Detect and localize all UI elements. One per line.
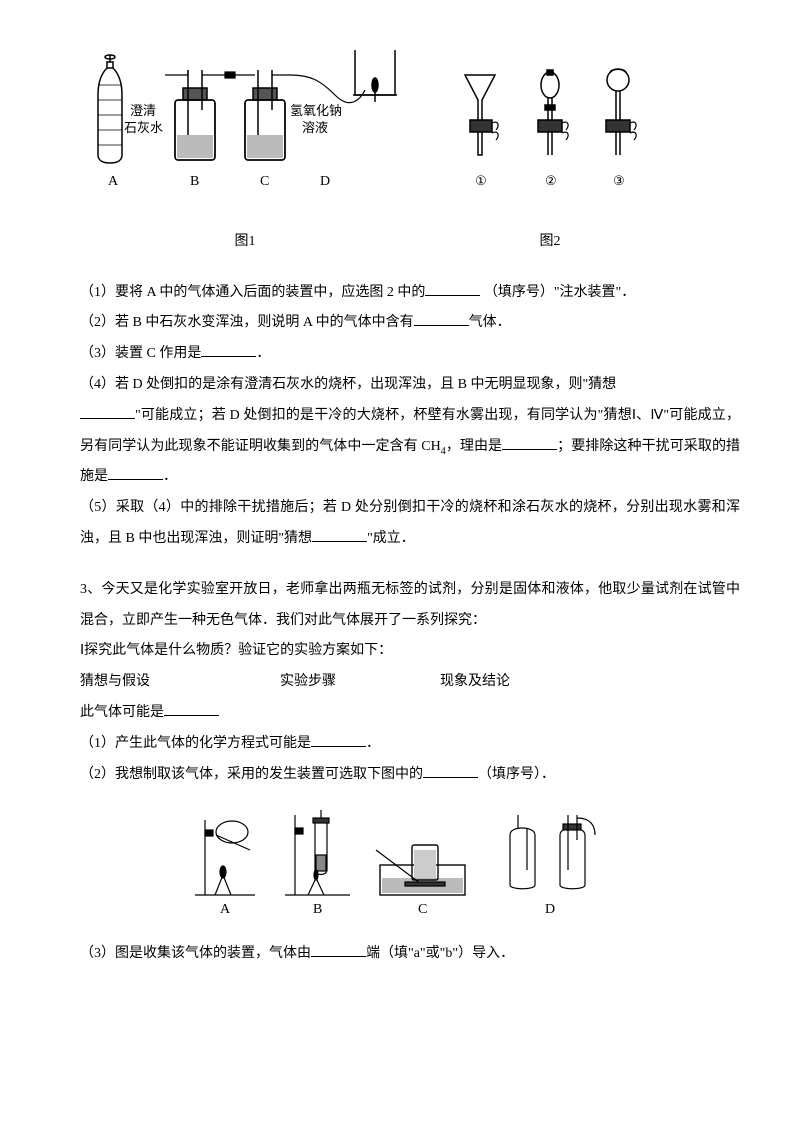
svg-text:③: ③ <box>613 173 625 188</box>
header-3: 现象及结论 <box>440 667 740 698</box>
q3-2: （2）我想制取该气体，采用的发生装置可选取下图中的 （填序号）． <box>80 760 740 791</box>
fig2-caption: 图2 <box>450 227 650 258</box>
figure-1: A 澄清 石灰水 B <box>80 40 410 258</box>
svg-text:B: B <box>313 902 322 917</box>
q5: （5）采取（4）中的排除干扰措施后；若 D 处分别倒扣干冷的烧杯和涂石灰水的烧杯… <box>80 493 740 555</box>
svg-text:A: A <box>220 902 231 917</box>
q1-blank <box>425 281 480 296</box>
apparatus-fig1-svg: A 澄清 石灰水 B <box>80 40 410 210</box>
q3-2-text-a: （2）我想制取该气体，采用的发生装置可选取下图中的 <box>80 767 423 782</box>
q4-blank2 <box>502 435 557 450</box>
q4-blank1 <box>80 404 135 419</box>
q5-text-b: "成立． <box>367 531 415 546</box>
q3-1-text-b: ． <box>366 736 380 751</box>
header-2: 实验步骤 <box>280 667 440 698</box>
svg-text:澄清: 澄清 <box>130 103 156 118</box>
q3-1: （1）产生此气体的化学方程式可能是 ． <box>80 729 740 760</box>
svg-text:D: D <box>320 174 330 189</box>
header-1: 猜想与假设 <box>80 667 280 698</box>
spacer <box>80 555 740 575</box>
svg-text:②: ② <box>545 173 557 188</box>
devices-svg: A B C <box>180 800 640 920</box>
q2: （2）若 B 中石灰水变浑浊，则说明 A 中的气体中含有 气体． <box>80 308 740 339</box>
q2-blank <box>414 311 469 326</box>
q1-text-b: （填序号）"注水装置"． <box>484 285 635 300</box>
svg-text:溶液: 溶液 <box>302 120 328 135</box>
q4-cont: "可能成立；若 D 处倒扣的是干冷的大烧杯，杯壁有水雾出现，有同学认为"猜想Ⅰ、… <box>80 401 740 493</box>
p3-row: 此气体可能是 <box>80 698 740 729</box>
q4-text-e: ． <box>163 469 177 484</box>
q3-2-text-b: （填序号）． <box>478 767 555 782</box>
q1-text-a: （1）要将 A 中的气体通入后面的装置中，应选图 2 中的 <box>80 285 425 300</box>
svg-text:D: D <box>545 902 555 917</box>
q3-3-blank <box>311 942 366 957</box>
svg-text:A: A <box>108 174 119 189</box>
svg-text:B: B <box>190 174 199 189</box>
figures-row: A 澄清 石灰水 B <box>80 40 740 258</box>
q4-blank3 <box>108 465 163 480</box>
figure-2: ① ② ③ 图2 <box>450 60 650 258</box>
q4-text-c: ，理由是 <box>446 439 502 454</box>
problem-3-intro: 3、今天又是化学实验室开放日，老师拿出两瓶无标签的试剂，分别是固体和液体，他取少… <box>80 575 740 637</box>
q3-3-text-a: （3）图是收集该气体的装置，气体由 <box>80 946 311 961</box>
q4-text-a: （4）若 D 处倒扣的是涂有澄清石灰水的烧杯，出现浑浊，且 B 中无明显现象，则… <box>80 377 616 392</box>
svg-text:石灰水: 石灰水 <box>124 120 163 135</box>
q3-blank <box>201 342 256 357</box>
q2-text-b: 气体． <box>469 315 511 330</box>
problem-3-line: Ⅰ探究此气体是什么物质？验证它的实验方案如下： <box>80 636 740 667</box>
p3-table-header: 猜想与假设 实验步骤 现象及结论 <box>80 667 740 698</box>
svg-text:①: ① <box>475 173 487 188</box>
q3-1-blank <box>311 732 366 747</box>
q5-blank <box>312 527 367 542</box>
q1: （1）要将 A 中的气体通入后面的装置中，应选图 2 中的 （填序号）"注水装置… <box>80 278 740 309</box>
q2-text-a: （2）若 B 中石灰水变浑浊，则说明 A 中的气体中含有 <box>80 315 414 330</box>
q3-2-blank <box>423 763 478 778</box>
q3-text-b: ． <box>256 346 270 361</box>
p3-row-blank <box>164 701 219 716</box>
svg-text:C: C <box>260 174 269 189</box>
q3-3: （3）图是收集该气体的装置，气体由 端（填"a"或"b"）导入． <box>80 939 740 970</box>
q4: （4）若 D 处倒扣的是涂有澄清石灰水的烧杯，出现浑浊，且 B 中无明显现象，则… <box>80 370 740 401</box>
q3-3-text-b: 端（填"a"或"b"）导入． <box>366 946 514 961</box>
svg-text:氢氧化钠: 氢氧化钠 <box>290 103 342 118</box>
q3-1-text-a: （1）产生此气体的化学方程式可能是 <box>80 736 311 751</box>
q3-text-a: （3）装置 C 作用是 <box>80 346 201 361</box>
q3: （3）装置 C 作用是 ． <box>80 339 740 370</box>
fig1-caption: 图1 <box>80 227 410 258</box>
p3-row-text: 此气体可能是 <box>80 705 164 720</box>
devices-figure: A B C <box>80 800 740 933</box>
svg-text:C: C <box>418 902 427 917</box>
apparatus-fig2-svg: ① ② ③ <box>450 60 650 210</box>
